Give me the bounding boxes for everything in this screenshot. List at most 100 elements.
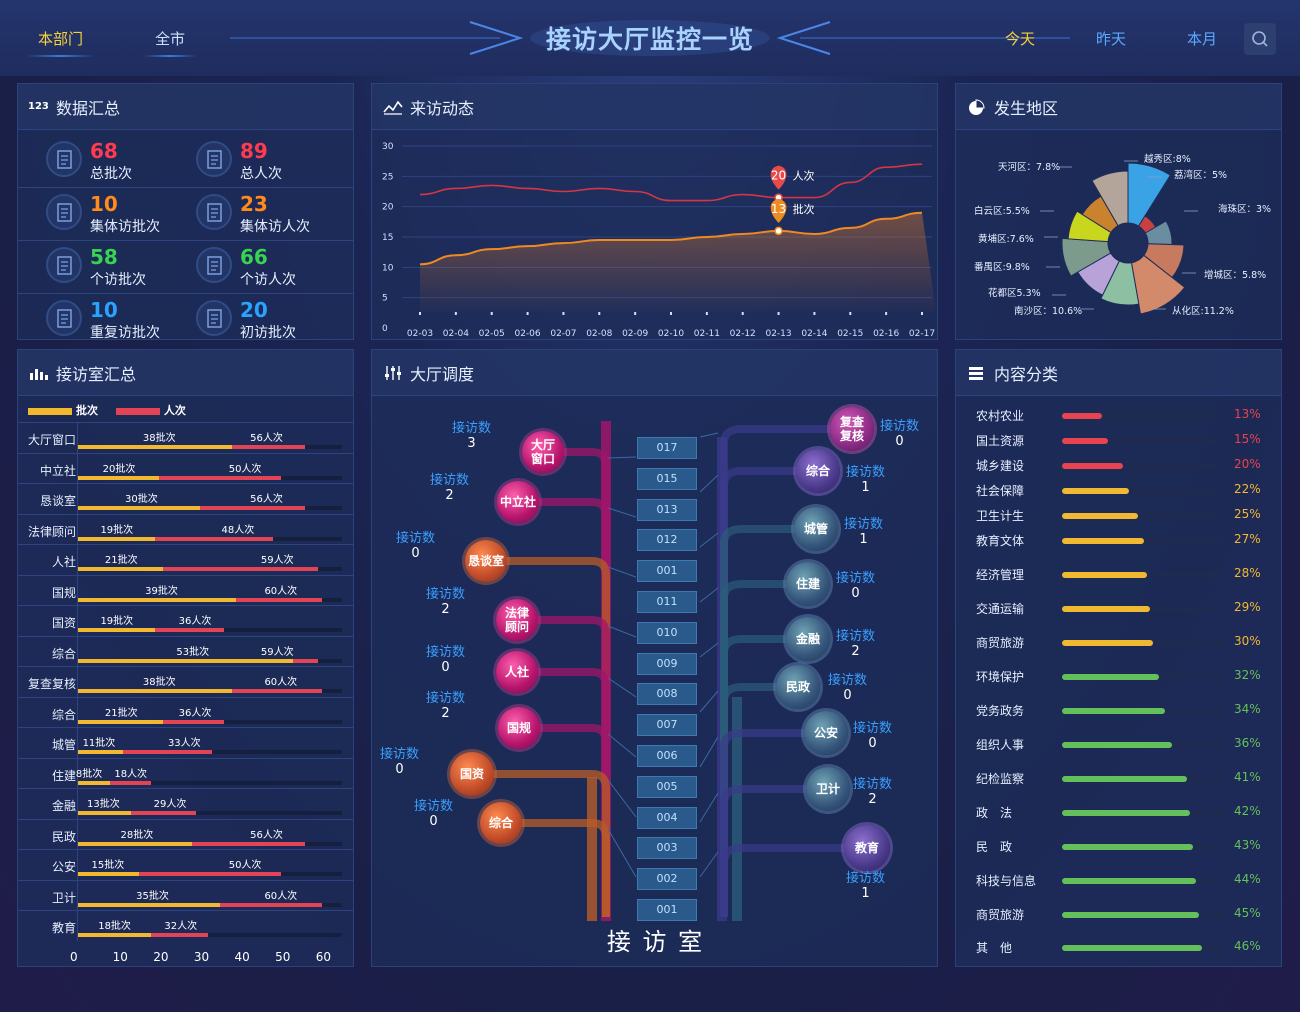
room-box[interactable]: 006 bbox=[637, 745, 697, 767]
category-percent: 44% bbox=[1234, 872, 1261, 886]
x-tick bbox=[490, 312, 493, 315]
room-box[interactable]: 001 bbox=[637, 899, 697, 921]
room-box[interactable]: 010 bbox=[637, 621, 697, 644]
dispatch-node[interactable]: 综合 bbox=[796, 449, 840, 493]
x-tick-label: 02-13 bbox=[765, 329, 791, 339]
category-label: 农村农业 bbox=[976, 409, 1025, 423]
category-percent: 13% bbox=[1234, 407, 1261, 421]
summary-panel: 123 数据汇总 68 总批次 89 总人次 10 集体访批次 23 集体访人次 58 个访批次 6… bbox=[17, 83, 356, 341]
room-box[interactable]: 009 bbox=[637, 652, 697, 675]
room-label: 国规 bbox=[51, 585, 76, 600]
room-box[interactable]: 008 bbox=[637, 683, 697, 706]
dispatch-node[interactable]: 国资 bbox=[450, 752, 494, 796]
room-box[interactable]: 005 bbox=[637, 775, 697, 798]
x-tick-label: 02-07 bbox=[550, 329, 576, 339]
right-flow-pipe bbox=[720, 785, 810, 917]
category-percent: 32% bbox=[1234, 668, 1261, 682]
dispatch-node[interactable]: 恳谈室 bbox=[465, 540, 507, 582]
dispatch-node[interactable]: 城管 bbox=[794, 507, 838, 551]
nav-tab-department[interactable]: 本部门 bbox=[26, 28, 96, 57]
category-fill bbox=[1062, 538, 1145, 544]
visit-count: 接访数 2 bbox=[430, 473, 469, 503]
dispatch-node[interactable]: 民政 bbox=[776, 665, 820, 709]
nav-tab-month[interactable]: 本月 bbox=[1187, 30, 1218, 48]
visit-count: 接访数 0 bbox=[828, 673, 867, 703]
pie-chart-icon bbox=[969, 98, 985, 115]
room-box[interactable]: 001 bbox=[637, 560, 697, 583]
category-row: 教育文体 27% bbox=[956, 530, 1282, 550]
visit-count: 接访数 0 bbox=[396, 531, 435, 561]
room-box[interactable]: 017 bbox=[637, 437, 697, 459]
stat-item: 89 总人次 bbox=[196, 135, 356, 187]
room-box[interactable]: 003 bbox=[637, 837, 697, 860]
nav-tab-today[interactable]: 今天 bbox=[1005, 30, 1036, 48]
batch-bar bbox=[78, 445, 233, 449]
flow-arrow bbox=[607, 566, 637, 578]
dispatch-node[interactable]: 中立社 bbox=[497, 481, 539, 523]
batch-bar bbox=[78, 872, 139, 876]
dispatch-node[interactable]: 综合 bbox=[480, 802, 522, 844]
bar-chart-icon bbox=[30, 368, 48, 380]
visit-count: 接访数 0 bbox=[414, 799, 453, 829]
x-tick bbox=[705, 312, 708, 315]
people-value: 32人次 bbox=[164, 921, 198, 932]
category-row: 社会保障 22% bbox=[956, 480, 1282, 500]
x-tick-label: 02-06 bbox=[514, 329, 540, 339]
room-bar-row: 住建 8批次 18人次 bbox=[18, 757, 354, 789]
search-button[interactable] bbox=[1244, 23, 1276, 55]
category-track bbox=[1062, 438, 1222, 444]
right-flow-pipe bbox=[720, 844, 848, 917]
row-divider bbox=[77, 697, 78, 728]
dispatch-node[interactable]: 法律 顾问 bbox=[496, 599, 538, 641]
right-flow-pipe bbox=[720, 635, 790, 917]
dispatch-node[interactable]: 卫计 bbox=[806, 767, 850, 811]
category-percent: 25% bbox=[1234, 507, 1261, 521]
room-label: 中立社 bbox=[39, 463, 76, 478]
dispatch-node[interactable]: 金融 bbox=[786, 617, 830, 661]
visit-count: 接访数 3 bbox=[452, 421, 491, 451]
room-box[interactable]: 013 bbox=[637, 498, 697, 521]
nav-tab-yesterday[interactable]: 昨天 bbox=[1096, 30, 1127, 48]
room-label: 住建 bbox=[51, 768, 76, 783]
people-value: 33人次 bbox=[167, 738, 201, 749]
rose-slice bbox=[1100, 260, 1140, 306]
dispatch-node[interactable]: 大厅 窗口 bbox=[522, 431, 564, 473]
dispatch-node[interactable]: 住建 bbox=[786, 562, 830, 606]
x-tick-label: 02-15 bbox=[837, 329, 863, 339]
dispatch-node[interactable]: 人社 bbox=[496, 651, 538, 693]
dispatch-node[interactable]: 国规 bbox=[498, 707, 540, 749]
batch-bar bbox=[78, 719, 164, 724]
stat-item: 23 集体访人次 bbox=[196, 188, 356, 240]
flow-arrow bbox=[607, 625, 637, 638]
left-flow-pipe bbox=[534, 616, 610, 917]
batch-value: 53批次 bbox=[176, 646, 210, 658]
room-box[interactable]: 002 bbox=[637, 868, 697, 891]
category-label: 民 政 bbox=[976, 840, 1013, 854]
room-box[interactable]: 007 bbox=[637, 714, 697, 737]
stat-row-divider bbox=[18, 240, 353, 241]
visit-count: 接访数 2 bbox=[853, 777, 892, 807]
room-label: 复查复核 bbox=[27, 677, 76, 691]
room-box[interactable]: 011 bbox=[637, 591, 697, 613]
rooms-summary-panel: 接访室汇总 批次 人次 大厅窗口 38批次 56人次 中立社 20批次 50人次 恳谈室 30… bbox=[17, 349, 354, 967]
visit-label: 接访数 bbox=[828, 673, 868, 688]
room-box[interactable]: 004 bbox=[637, 806, 697, 829]
visit-label: 接访数 bbox=[846, 871, 886, 886]
right-flow-pipe bbox=[720, 580, 790, 917]
dispatch-node[interactable]: 公安 bbox=[804, 711, 848, 755]
x-axis-label: 10 bbox=[112, 950, 128, 964]
people-value: 48人次 bbox=[221, 524, 255, 536]
batch-value: 8批次 bbox=[75, 768, 103, 780]
visit-label: 接访数 bbox=[426, 645, 466, 660]
dispatch-node[interactable]: 复查 复核 bbox=[830, 407, 874, 451]
visit-count: 接访数 2 bbox=[426, 691, 465, 721]
y-tick-label: 10 bbox=[382, 263, 394, 273]
x-tick-label: 02-12 bbox=[730, 329, 756, 339]
nav-tab-city[interactable]: 全市 bbox=[143, 28, 198, 57]
legend-batch: 批次 bbox=[76, 404, 98, 417]
room-box[interactable]: 012 bbox=[637, 529, 697, 552]
category-track bbox=[1062, 488, 1222, 494]
dispatch-node[interactable]: 教育 bbox=[844, 825, 890, 871]
stat-label: 重复访批次 bbox=[90, 325, 160, 341]
room-box[interactable]: 015 bbox=[637, 467, 697, 490]
